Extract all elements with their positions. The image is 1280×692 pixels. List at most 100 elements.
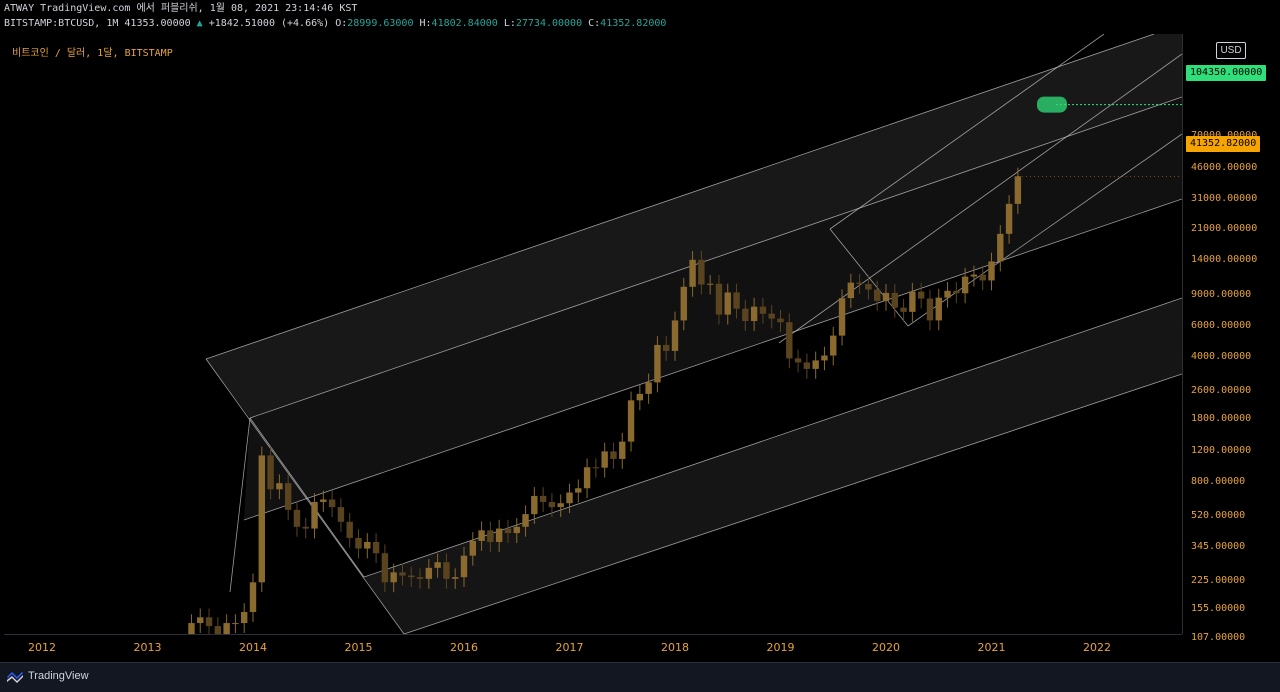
chart-canvas[interactable] <box>4 34 1182 634</box>
currency-badge[interactable]: USD <box>1216 42 1246 59</box>
change-up-icon: ▲ <box>196 18 203 29</box>
candle-body <box>522 514 529 527</box>
candle-body <box>961 276 969 294</box>
candle-body <box>636 393 644 401</box>
candle-body <box>1005 203 1013 234</box>
price-tick-label: 6000.00000 <box>1191 320 1252 331</box>
candle-body <box>812 360 819 369</box>
candle-body <box>346 521 353 538</box>
price-tick-label: 21000.00000 <box>1191 222 1258 234</box>
candle-body <box>241 611 248 624</box>
candle-body <box>460 555 468 578</box>
candle-body <box>645 382 652 394</box>
candle-body <box>671 320 679 351</box>
candle-body <box>293 509 301 527</box>
price-tick-label: 70000.00000 <box>1191 130 1257 141</box>
candle-body <box>944 290 951 298</box>
candle-body <box>311 501 318 529</box>
candle-body <box>205 617 213 627</box>
candle-body <box>654 344 661 383</box>
candle-body <box>689 259 696 287</box>
candle-body <box>663 344 670 351</box>
candle-body <box>759 306 767 314</box>
candle-body <box>267 455 274 490</box>
candle-body <box>768 313 775 319</box>
candle-body <box>821 355 828 361</box>
candle-body <box>706 283 714 285</box>
candle-body <box>548 501 556 508</box>
candle-body <box>364 541 371 549</box>
candle-body <box>777 318 784 323</box>
lower-channel-line <box>403 373 1182 634</box>
price-tick-label: 31000.00000 <box>1191 192 1258 204</box>
candle-body <box>953 290 960 294</box>
candle-body <box>214 626 222 634</box>
candle-body <box>715 283 723 315</box>
candle-body <box>847 282 855 299</box>
candle-body <box>566 492 573 504</box>
candle-body <box>627 400 635 442</box>
candle-body <box>865 284 872 290</box>
price-axis[interactable]: 107.00000 155.00000 225.00000 345.00000 520.… <box>1182 34 1280 643</box>
time-tick-label: 2016 <box>450 641 478 654</box>
symbol-label: BITSTAMP:BTCUSD, 1M 41353.00000 <box>4 18 191 29</box>
candle-body <box>320 499 327 502</box>
median-line <box>243 198 1182 521</box>
time-axis[interactable]: 2012 2013 2014 2015 2016 2017 2018 2019 2020 2021… <box>4 634 1182 661</box>
candle-body <box>302 526 309 529</box>
time-tick-label: 2022 <box>1083 641 1111 654</box>
low-value: 27734.00000 <box>515 18 583 29</box>
price-tick-label: 9000.00000 <box>1191 288 1252 300</box>
candle-body <box>575 488 582 493</box>
candle-body <box>328 499 336 508</box>
tradingview-logo-icon[interactable] <box>6 671 24 683</box>
candle-body <box>592 467 600 469</box>
candle-body <box>372 541 380 554</box>
candle-body <box>188 623 195 634</box>
fork-handle-line <box>249 417 365 578</box>
candle-body <box>909 291 916 312</box>
last-price-label: 41352.82000 <box>1186 136 1261 152</box>
time-tick-label: 2014 <box>239 641 267 654</box>
price-tick-label: 1800.00000 <box>1191 413 1252 425</box>
time-tick-label: 2021 <box>977 641 1006 654</box>
price-tick-label: 107.00000 <box>1191 632 1246 644</box>
candle-body <box>531 495 538 515</box>
candle-body <box>786 322 793 359</box>
candle-body <box>539 495 547 502</box>
lower-channel-fill <box>364 298 1182 634</box>
candle-body <box>997 233 1004 262</box>
candle-body <box>838 298 846 336</box>
candle-body <box>856 282 863 285</box>
candle-body <box>478 530 485 541</box>
candle-body <box>583 467 591 489</box>
target-marker <box>1037 96 1067 113</box>
time-tick-label: 2012 <box>28 641 56 654</box>
candle-body <box>452 577 459 579</box>
candle-body <box>619 441 626 459</box>
candle-body <box>487 530 494 542</box>
chart-title: 비트코인 / 달러, 1달, BITSTAMP <box>12 48 173 59</box>
chart-plot-area[interactable] <box>4 34 1182 634</box>
candle-body <box>917 291 925 299</box>
candle-body <box>935 297 942 321</box>
chart-header: ATWAY TradingView.com 에서 퍼블리쉬, 1월 08, 20… <box>4 2 666 32</box>
candle-body <box>874 289 881 301</box>
channel-handle-line <box>205 358 405 634</box>
candle-body <box>232 623 239 625</box>
upper-median-line <box>249 96 1182 419</box>
candle-body <box>680 286 687 321</box>
candle-body <box>381 553 389 583</box>
candle-body <box>750 306 758 321</box>
candle-body <box>390 572 397 583</box>
time-tick-label: 2013 <box>133 641 162 654</box>
candle-body <box>258 455 265 583</box>
footer-brand[interactable]: TradingView <box>28 670 89 682</box>
candle-body <box>284 483 292 510</box>
open-value: 28999.63000 <box>347 18 414 29</box>
high-value: 41802.84000 <box>431 18 498 29</box>
price-tick-label: 800.00000 <box>1191 476 1246 488</box>
upper-channel-line <box>205 34 1155 360</box>
candle-body <box>337 507 345 522</box>
candle-body <box>882 292 890 301</box>
